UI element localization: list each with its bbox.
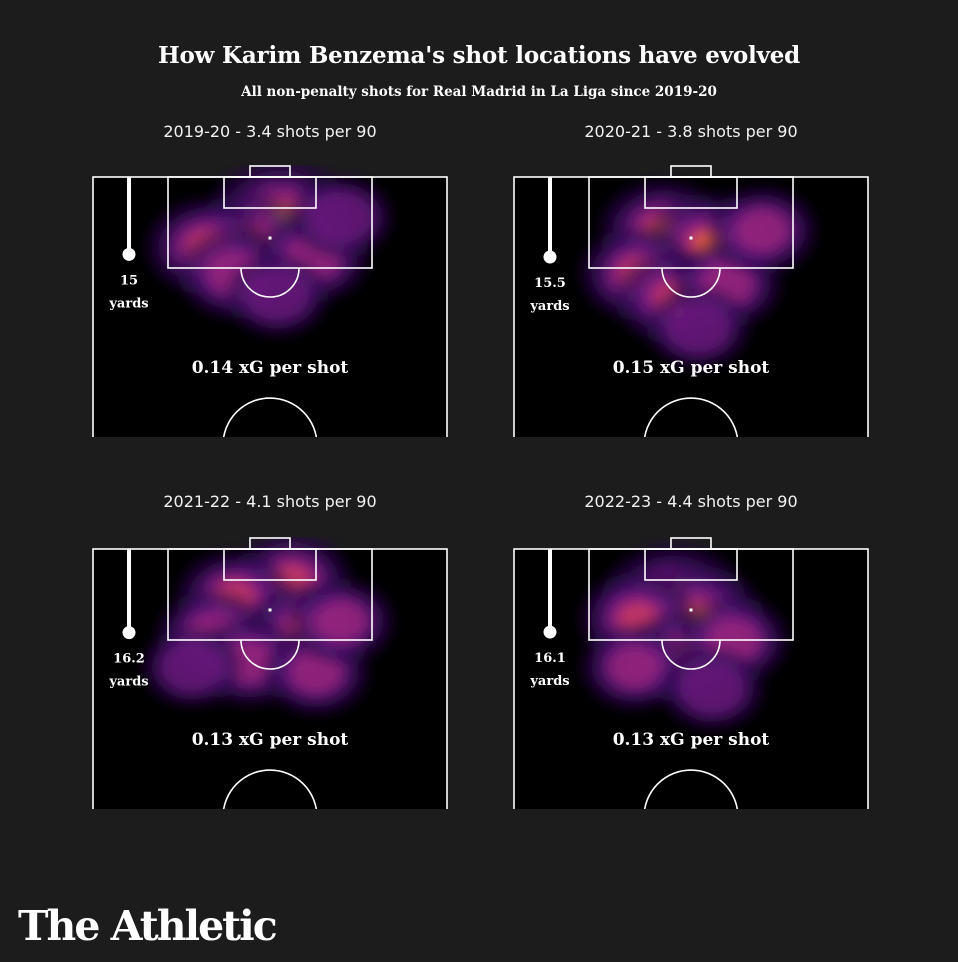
chart-title: How Karim Benzema's shot locations have … <box>157 42 801 69</box>
pitch-lines <box>92 165 448 437</box>
distance-unit: yards <box>529 299 569 314</box>
penalty-arc <box>661 639 721 670</box>
panel-heading-2022-23: 2022-23 - 4.4 shots per 90 <box>584 492 798 511</box>
avg-distance-marker <box>543 177 557 264</box>
distance-dot <box>543 250 557 264</box>
distance-value: 15 <box>120 273 138 288</box>
avg-distance-marker <box>543 549 557 639</box>
shot-heatmap <box>580 180 817 369</box>
distance-value: 16.1 <box>534 651 566 666</box>
penalty-spot <box>268 608 272 612</box>
xg-per-shot-label: 0.13 xG per shot <box>192 730 349 750</box>
distance-unit: yards <box>108 296 148 311</box>
goal <box>249 537 291 550</box>
goal <box>249 165 291 178</box>
pitch-panel-2022-23: 16.1 yards 0.13 xG per shot <box>513 537 869 809</box>
heat-contour <box>308 191 373 243</box>
distance-unit: yards <box>529 674 569 689</box>
shot-heatmap <box>580 544 789 730</box>
penalty-spot <box>689 236 693 240</box>
distance-dot <box>543 625 557 639</box>
centre-circle <box>222 769 318 809</box>
distance-dot <box>122 626 136 640</box>
shot-heatmap <box>146 165 393 336</box>
centre-circle <box>643 397 739 437</box>
heat-contour <box>316 601 366 642</box>
the-athletic-logo: The Athletic <box>18 902 278 950</box>
pitch-lines <box>513 537 869 809</box>
heat-contour <box>161 642 223 692</box>
xg-per-shot-label: 0.13 xG per shot <box>613 730 770 750</box>
heat-contour <box>680 662 745 714</box>
goal <box>670 537 712 550</box>
panel-heading-2020-21: 2020-21 - 3.8 shots per 90 <box>584 122 798 141</box>
chart-subtitle: All non-penalty shots for Real Madrid in… <box>241 84 717 100</box>
pitch-lines <box>92 537 448 809</box>
centre-circle <box>222 397 318 437</box>
penalty-arc <box>661 267 721 298</box>
pitch-panel-2020-21: 15.5 yards 0.15 xG per shot <box>513 165 869 437</box>
heat-contour <box>609 647 659 687</box>
heat-contour <box>666 301 730 353</box>
heat-contour <box>245 269 309 321</box>
penalty-arc <box>240 639 300 670</box>
panel-heading-2019-20: 2019-20 - 3.4 shots per 90 <box>163 122 377 141</box>
avg-distance-marker <box>122 549 136 640</box>
distance-dot <box>122 247 136 261</box>
distance-unit: yards <box>108 675 148 690</box>
centre-circle <box>643 769 739 809</box>
xg-per-shot-label: 0.15 xG per shot <box>613 358 770 378</box>
xg-per-shot-label: 0.14 xG per shot <box>192 358 349 378</box>
penalty-spot <box>689 608 693 612</box>
goal <box>670 165 712 178</box>
distance-value: 16.2 <box>113 652 145 667</box>
pitch-panel-2019-20: 15 yards 0.14 xG per shot <box>92 165 448 437</box>
penalty-arc <box>240 267 300 298</box>
avg-distance-marker <box>122 177 136 261</box>
distance-value: 15.5 <box>534 276 566 291</box>
pitch-lines <box>513 165 869 437</box>
panel-heading-2021-22: 2021-22 - 4.1 shots per 90 <box>163 492 377 511</box>
pitch-panel-2021-22: 16.2 yards 0.13 xG per shot <box>92 537 448 809</box>
penalty-spot <box>268 236 272 240</box>
heat-contour <box>736 210 788 251</box>
